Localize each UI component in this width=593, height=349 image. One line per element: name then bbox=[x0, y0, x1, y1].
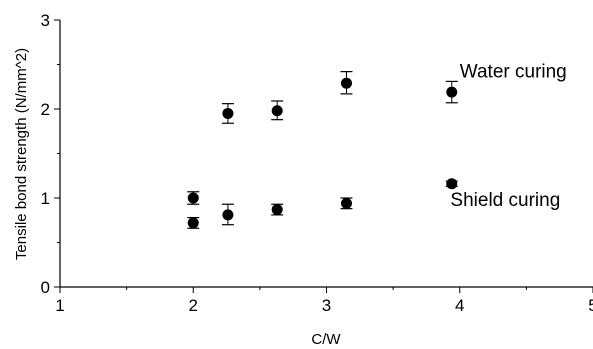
ticks: 012312345 bbox=[41, 11, 593, 315]
error-bars bbox=[187, 71, 458, 229]
x-tick-label: 5 bbox=[588, 296, 593, 315]
x-axis-title: C/W bbox=[311, 331, 341, 348]
labels: Water curing Shield curing bbox=[450, 62, 566, 211]
data-point bbox=[446, 178, 458, 190]
x-tick-label: 4 bbox=[455, 296, 464, 315]
x-tick-label: 1 bbox=[55, 296, 64, 315]
data-point bbox=[187, 192, 199, 204]
data-point bbox=[222, 209, 234, 221]
x-tick-label: 3 bbox=[322, 296, 331, 315]
data-point bbox=[340, 77, 352, 89]
y-tick-label: 2 bbox=[41, 100, 50, 119]
data-point bbox=[446, 86, 458, 98]
y-axis-title: Tensile bond strength (N/mm^2) bbox=[13, 48, 30, 260]
series-label: Shield curing bbox=[450, 190, 560, 211]
data-point bbox=[271, 105, 283, 117]
x-tick-label: 2 bbox=[189, 296, 198, 315]
series-label: Water curing bbox=[460, 62, 567, 83]
data-points bbox=[187, 77, 458, 229]
data-point bbox=[340, 197, 352, 209]
data-point bbox=[222, 107, 234, 119]
axes bbox=[59, 20, 593, 288]
y-tick-label: 0 bbox=[41, 278, 50, 297]
data-point bbox=[187, 217, 199, 229]
data-point bbox=[271, 204, 283, 216]
y-tick-label: 3 bbox=[41, 11, 50, 30]
y-tick-label: 1 bbox=[41, 189, 50, 208]
